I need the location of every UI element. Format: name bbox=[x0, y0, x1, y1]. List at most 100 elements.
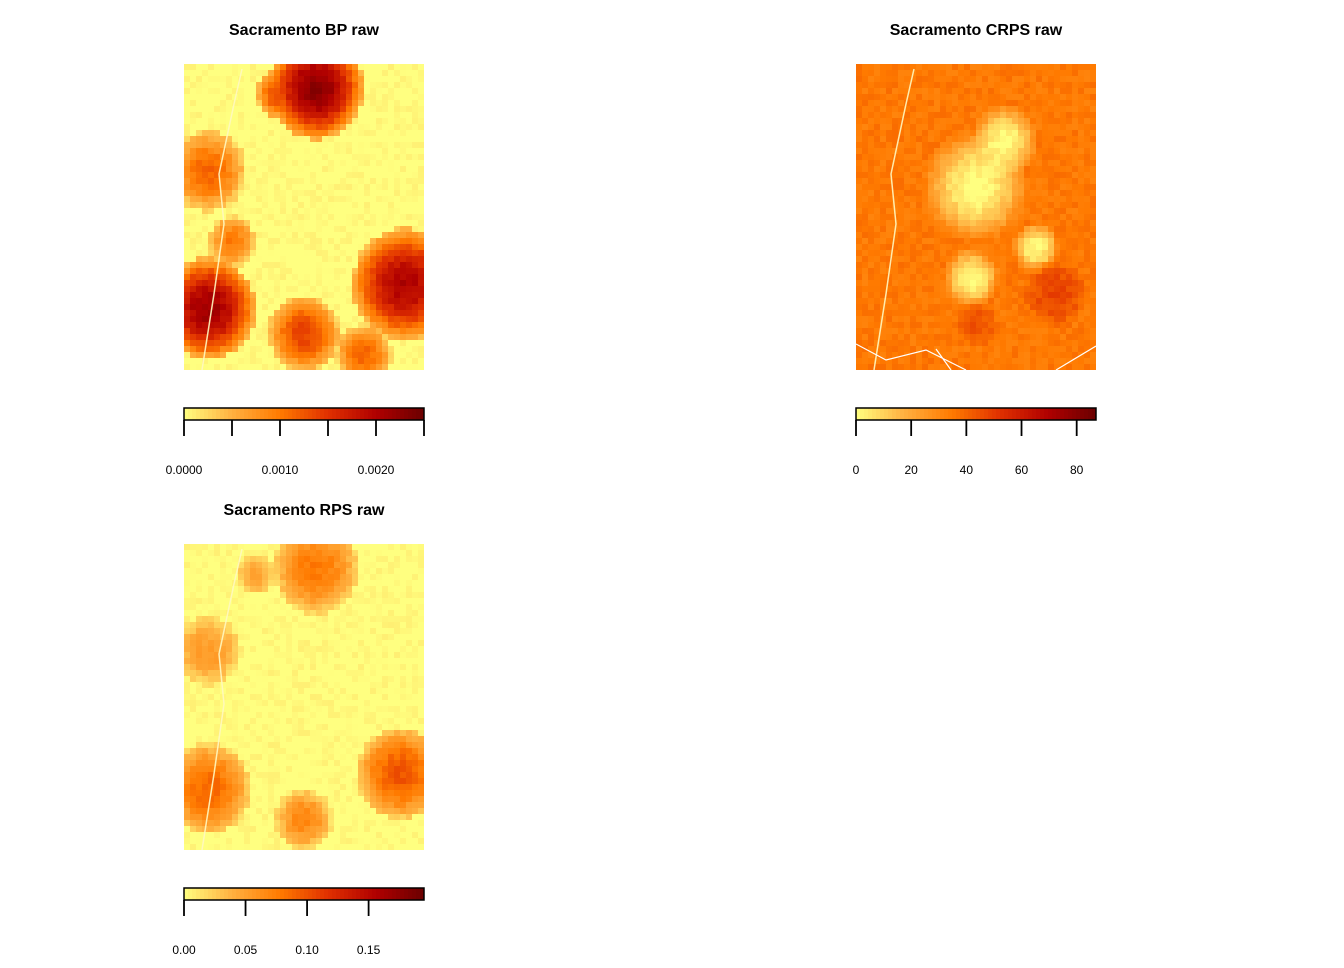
raster-cell bbox=[1090, 334, 1096, 340]
raster-cell bbox=[376, 214, 382, 220]
raster-cell bbox=[280, 574, 286, 580]
raster-cell bbox=[1090, 262, 1096, 268]
raster-cell bbox=[1018, 148, 1024, 154]
raster-cell bbox=[364, 154, 370, 160]
raster-cell bbox=[412, 634, 418, 640]
legend-color-segment bbox=[340, 408, 345, 420]
raster-cell bbox=[988, 220, 994, 226]
raster-cell bbox=[946, 352, 952, 358]
raster-cell bbox=[406, 64, 412, 70]
raster-cell bbox=[1030, 232, 1036, 238]
raster-cell bbox=[244, 280, 250, 286]
raster-cell bbox=[904, 196, 910, 202]
raster-cell bbox=[250, 652, 256, 658]
raster-cell bbox=[922, 76, 928, 82]
raster-cell bbox=[322, 640, 328, 646]
raster-cell bbox=[1066, 94, 1072, 100]
raster-cell bbox=[310, 310, 316, 316]
raster-cell bbox=[1066, 316, 1072, 322]
raster-cell bbox=[184, 124, 190, 130]
raster-cell bbox=[364, 184, 370, 190]
raster-cell bbox=[1036, 334, 1042, 340]
raster-cell bbox=[1024, 94, 1030, 100]
raster-cell bbox=[244, 172, 250, 178]
raster-cell bbox=[1018, 202, 1024, 208]
raster-cell bbox=[1018, 142, 1024, 148]
raster-cell bbox=[340, 352, 346, 358]
raster-cell bbox=[292, 274, 298, 280]
raster-cell bbox=[298, 172, 304, 178]
raster-cell bbox=[208, 70, 214, 76]
raster-cell bbox=[304, 76, 310, 82]
raster-cell bbox=[892, 304, 898, 310]
raster-cell bbox=[988, 322, 994, 328]
raster-cell bbox=[274, 112, 280, 118]
raster-cell bbox=[382, 136, 388, 142]
raster-cell bbox=[1060, 118, 1066, 124]
raster-cell bbox=[244, 304, 250, 310]
raster-cell bbox=[1078, 250, 1084, 256]
raster-cell bbox=[874, 82, 880, 88]
raster-cell bbox=[874, 262, 880, 268]
raster-cell bbox=[952, 88, 958, 94]
raster-cell bbox=[376, 154, 382, 160]
raster-cell bbox=[964, 346, 970, 352]
raster-cell bbox=[976, 130, 982, 136]
raster-cell bbox=[904, 298, 910, 304]
raster-cell bbox=[244, 634, 250, 640]
raster-cell bbox=[1030, 280, 1036, 286]
raster-cell bbox=[256, 580, 262, 586]
raster-cell bbox=[262, 622, 268, 628]
raster-cell bbox=[1072, 124, 1078, 130]
raster-cell bbox=[256, 652, 262, 658]
legend-color-segment bbox=[1040, 408, 1045, 420]
raster-cell bbox=[886, 136, 892, 142]
raster-cell bbox=[892, 130, 898, 136]
raster-cell bbox=[268, 256, 274, 262]
raster-cell bbox=[1060, 310, 1066, 316]
raster-cell bbox=[1084, 106, 1090, 112]
raster-cell bbox=[292, 364, 298, 370]
raster-cell bbox=[886, 190, 892, 196]
raster-cell bbox=[1030, 346, 1036, 352]
raster-cell bbox=[1054, 124, 1060, 130]
raster-cell bbox=[196, 592, 202, 598]
raster-cell bbox=[412, 154, 418, 160]
raster-cell bbox=[280, 616, 286, 622]
legend-color-segment bbox=[960, 408, 965, 420]
raster-cell bbox=[310, 322, 316, 328]
raster-cell bbox=[988, 142, 994, 148]
raster-cell bbox=[370, 586, 376, 592]
raster-cell bbox=[952, 238, 958, 244]
raster-cell bbox=[346, 142, 352, 148]
raster-cell bbox=[1024, 346, 1030, 352]
raster-cell bbox=[1042, 214, 1048, 220]
raster-cell bbox=[328, 268, 334, 274]
raster-cell bbox=[1036, 196, 1042, 202]
raster-cell bbox=[340, 226, 346, 232]
raster-cell bbox=[1054, 238, 1060, 244]
raster-cell bbox=[352, 190, 358, 196]
raster-cell bbox=[1006, 286, 1012, 292]
raster-cell bbox=[244, 268, 250, 274]
raster-cell bbox=[304, 262, 310, 268]
raster-cell bbox=[334, 214, 340, 220]
raster-cell bbox=[370, 556, 376, 562]
raster-cell bbox=[214, 220, 220, 226]
raster-cell bbox=[346, 322, 352, 328]
raster-cell bbox=[232, 550, 238, 556]
legend-color-segment bbox=[924, 408, 929, 420]
raster-cell bbox=[232, 334, 238, 340]
raster-cell bbox=[1012, 304, 1018, 310]
raster-cell bbox=[1024, 214, 1030, 220]
raster-cell bbox=[358, 94, 364, 100]
raster-cell bbox=[394, 634, 400, 640]
raster-cell bbox=[394, 352, 400, 358]
raster-cell bbox=[346, 646, 352, 652]
raster-cell bbox=[856, 94, 862, 100]
raster-cell bbox=[970, 106, 976, 112]
raster-cell bbox=[364, 634, 370, 640]
raster-cell bbox=[1048, 100, 1054, 106]
raster-cell bbox=[262, 94, 268, 100]
raster-cell bbox=[400, 340, 406, 346]
